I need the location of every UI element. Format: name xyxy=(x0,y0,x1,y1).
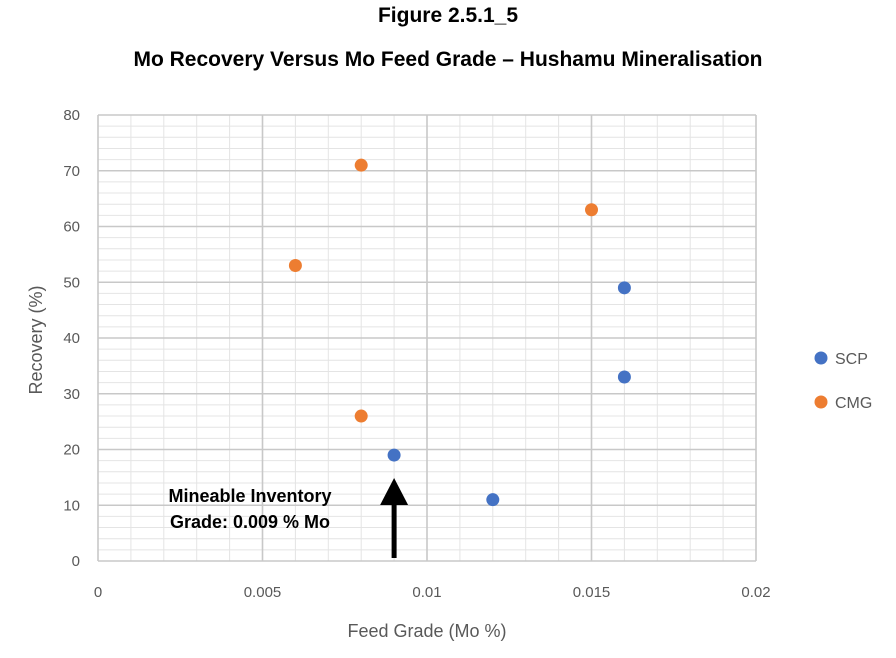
annotation-arrow-head xyxy=(380,478,409,505)
x-tick-label: 0.02 xyxy=(741,584,770,601)
legend-label-scp: SCP xyxy=(835,351,868,368)
point-scp xyxy=(486,493,500,507)
annotation-line-1: Mineable Inventory xyxy=(168,486,331,506)
y-tick-label: 10 xyxy=(63,497,80,514)
y-tick-label: 30 xyxy=(63,386,80,403)
x-tick-label: 0.015 xyxy=(573,584,611,601)
x-axis-label: Feed Grade (Mo %) xyxy=(347,621,506,641)
major-gridlines xyxy=(97,114,757,562)
legend-label-cmg: CMG xyxy=(835,395,872,412)
point-scp xyxy=(387,448,401,462)
legend-marker-scp xyxy=(814,351,828,365)
point-scp xyxy=(617,370,631,384)
y-axis-label: Recovery (%) xyxy=(26,285,46,394)
y-tick-label: 80 xyxy=(63,107,80,124)
x-tick-label: 0.005 xyxy=(244,584,282,601)
x-tick-label: 0 xyxy=(94,584,102,601)
legend-marker-cmg xyxy=(814,395,828,409)
point-cmg xyxy=(288,259,302,273)
y-tick-label: 60 xyxy=(63,219,80,236)
point-cmg xyxy=(354,409,368,423)
legend[interactable]: SCP CMG xyxy=(814,351,873,412)
y-tick-label: 20 xyxy=(63,442,80,459)
x-tick-label: 0.01 xyxy=(412,584,441,601)
point-cmg xyxy=(585,203,598,217)
y-tick-label: 50 xyxy=(63,274,80,291)
point-cmg xyxy=(354,158,368,172)
y-tick-label: 40 xyxy=(63,330,80,347)
y-tick-label: 70 xyxy=(63,163,80,180)
y-tick-label: 0 xyxy=(72,553,80,570)
annotation: Mineable Inventory Grade: 0.009 % Mo xyxy=(168,478,409,558)
annotation-line-2: Grade: 0.009 % Mo xyxy=(170,512,330,532)
x-axis-ticks: 0 0.005 0.01 0.015 0.02 xyxy=(94,584,771,601)
data-points xyxy=(288,158,631,507)
y-axis-ticks: 0 10 20 30 40 50 60 70 80 xyxy=(63,107,80,570)
figure-title: Mo Recovery Versus Mo Feed Grade – Husha… xyxy=(133,48,763,71)
figure-number: Figure 2.5.1_5 xyxy=(377,4,519,27)
point-scp xyxy=(617,281,631,295)
